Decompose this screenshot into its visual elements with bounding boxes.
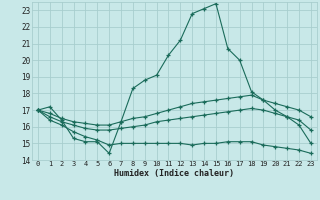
X-axis label: Humidex (Indice chaleur): Humidex (Indice chaleur) — [115, 169, 234, 178]
